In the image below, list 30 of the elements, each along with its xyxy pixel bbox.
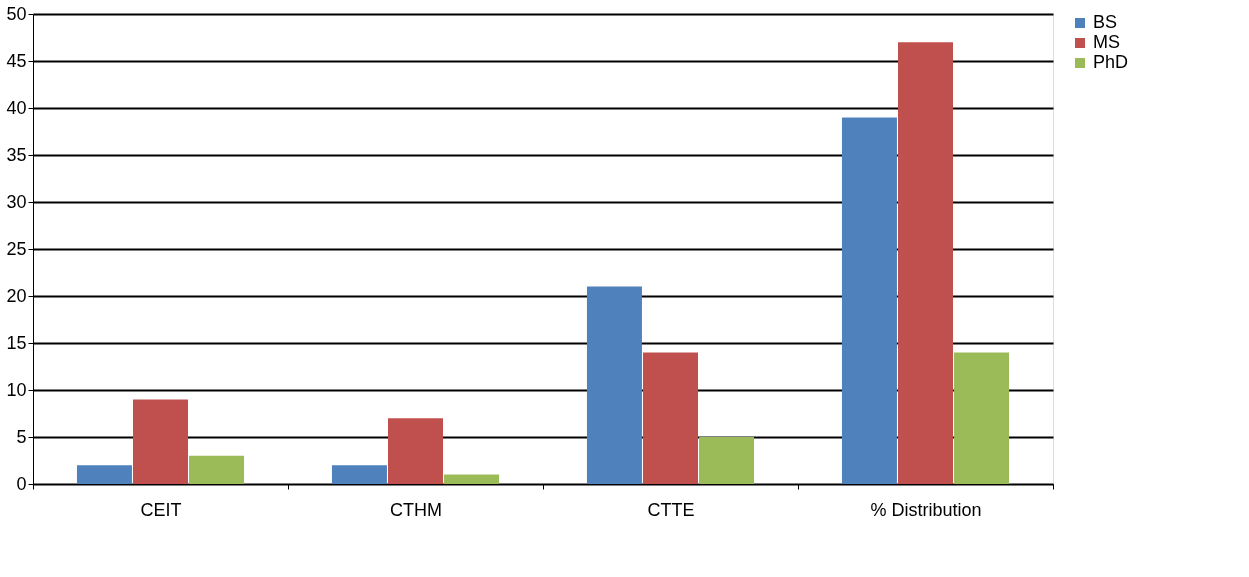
bar [133, 399, 188, 484]
x-tick-label: CTTE [647, 499, 695, 520]
y-tick-label: 50 [6, 3, 27, 24]
bar [643, 352, 698, 484]
y-tick-label: 25 [6, 238, 27, 259]
bar [189, 455, 245, 484]
bar [331, 465, 387, 484]
y-tick-label: 45 [6, 50, 27, 71]
x-tick-label: CEIT [140, 499, 182, 520]
x-tick-label: % Distribution [870, 499, 982, 520]
legend-label: PhD [1093, 52, 1129, 72]
y-tick-label: 40 [6, 97, 27, 118]
legend-label: MS [1093, 32, 1120, 52]
y-tick-label: 0 [16, 473, 27, 494]
bar [954, 352, 1010, 484]
y-tick-label: 5 [16, 426, 27, 447]
bar [444, 474, 500, 484]
bar [898, 42, 953, 484]
y-tick-label: 15 [6, 332, 27, 353]
y-tick-label: 20 [6, 285, 27, 306]
y-tick-label: 30 [6, 191, 27, 212]
y-tick-label: 10 [6, 379, 27, 400]
bar [586, 286, 642, 484]
bar [388, 418, 443, 484]
bar [76, 465, 132, 484]
bar [699, 437, 755, 484]
x-tick-label: CTHM [390, 499, 442, 520]
legend-label: BS [1093, 12, 1118, 32]
y-tick-label: 35 [6, 144, 27, 165]
bar [841, 117, 897, 484]
